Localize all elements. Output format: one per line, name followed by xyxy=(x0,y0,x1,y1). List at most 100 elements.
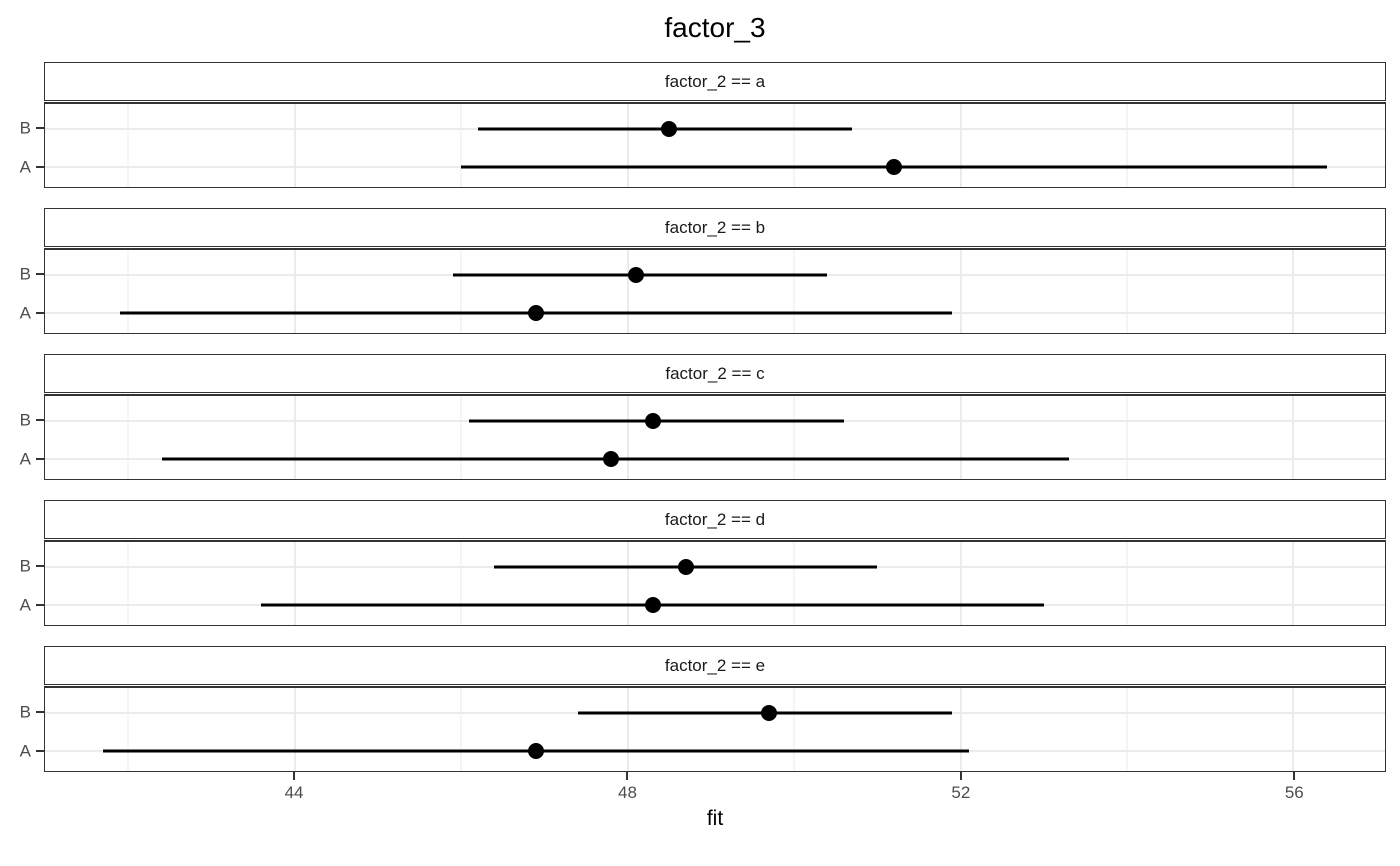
minor-gridline xyxy=(127,250,129,333)
x-axis-tick-labels: 44 48 52 56 xyxy=(44,780,1386,802)
major-gridline xyxy=(293,688,296,771)
plot-panel xyxy=(44,540,1386,626)
major-gridline xyxy=(959,250,962,333)
minor-gridline xyxy=(460,542,462,625)
facet-strip: factor_2 == a xyxy=(44,62,1386,101)
major-gridline xyxy=(1292,104,1295,187)
facet-strip-label: factor_2 == e xyxy=(664,655,766,675)
x-axis-tick xyxy=(959,772,962,780)
y-axis-label: B xyxy=(19,410,31,430)
x-axis-tick xyxy=(1293,772,1296,780)
y-axis-label: A xyxy=(19,303,31,323)
major-gridline xyxy=(1292,396,1295,479)
major-gridline xyxy=(626,250,629,333)
plot-title: factor_3 xyxy=(664,12,766,43)
major-gridline xyxy=(626,542,629,625)
point-estimate xyxy=(644,597,661,614)
minor-gridline xyxy=(1126,688,1128,771)
major-gridline xyxy=(293,542,296,625)
y-axis-tick xyxy=(36,272,44,275)
major-gridline xyxy=(626,104,629,187)
major-gridline xyxy=(293,396,296,479)
facet-strip-label: factor_2 == a xyxy=(664,71,766,91)
minor-gridline xyxy=(1126,104,1128,187)
facet-strip: factor_2 == d xyxy=(44,500,1386,539)
y-axis-label: A xyxy=(19,595,31,615)
y-axis-label: B xyxy=(19,556,31,576)
minor-gridline xyxy=(460,396,462,479)
point-estimate xyxy=(528,305,545,322)
major-gridline xyxy=(959,688,962,771)
y-axis-label: B xyxy=(19,702,31,722)
minor-gridline xyxy=(793,396,795,479)
plot-panel xyxy=(44,394,1386,480)
minor-gridline xyxy=(793,104,795,187)
minor-gridline xyxy=(127,688,129,771)
y-axis-tick xyxy=(36,312,44,315)
plot-panel xyxy=(44,686,1386,772)
minor-gridline xyxy=(1126,250,1128,333)
facet-strip-label: factor_2 == d xyxy=(664,509,766,529)
x-axis-tick-label: 44 xyxy=(284,783,304,802)
major-gridline xyxy=(626,396,629,479)
y-axis-tick xyxy=(36,458,44,461)
y-axis-label: A xyxy=(19,449,31,469)
y-axis-tick xyxy=(36,604,44,607)
facet-strip: factor_2 == e xyxy=(44,646,1386,685)
x-axis-tick-label: 56 xyxy=(1284,783,1304,802)
y-axis-tick xyxy=(36,126,44,129)
x-axis-tick xyxy=(626,772,629,780)
point-estimate xyxy=(644,412,661,429)
minor-gridline xyxy=(1126,396,1128,479)
facet-strip-label: factor_2 == b xyxy=(664,217,766,237)
y-axis-label: A xyxy=(19,157,31,177)
point-estimate xyxy=(627,266,644,283)
x-axis-ticks xyxy=(44,772,1386,780)
point-estimate xyxy=(677,558,694,575)
major-gridline xyxy=(626,688,629,771)
minor-gridline xyxy=(793,688,795,771)
y-axis-tick xyxy=(36,564,44,567)
facet-strip: factor_2 == c xyxy=(44,354,1386,393)
y-axis-tick xyxy=(36,166,44,169)
point-estimate xyxy=(761,704,778,721)
y-axis-label: B xyxy=(19,118,31,138)
minor-gridline xyxy=(127,104,129,187)
plot-panel xyxy=(44,102,1386,188)
minor-gridline xyxy=(793,542,795,625)
minor-gridline xyxy=(793,250,795,333)
minor-gridline xyxy=(460,688,462,771)
major-gridline xyxy=(1292,688,1295,771)
x-axis-tick-label: 48 xyxy=(618,783,637,802)
point-estimate xyxy=(661,120,678,137)
major-gridline xyxy=(959,542,962,625)
y-axis-label: B xyxy=(19,264,31,284)
point-estimate xyxy=(528,743,545,760)
minor-gridline xyxy=(460,104,462,187)
major-gridline xyxy=(293,250,296,333)
y-axis-label: A xyxy=(19,741,31,761)
major-gridline xyxy=(293,104,296,187)
minor-gridline xyxy=(127,396,129,479)
major-gridline xyxy=(1292,542,1295,625)
x-axis-tick-label: 52 xyxy=(951,783,971,802)
plot-panel xyxy=(44,248,1386,334)
y-axis-tick xyxy=(36,750,44,753)
y-axis-tick xyxy=(36,710,44,713)
point-estimate xyxy=(602,451,619,468)
